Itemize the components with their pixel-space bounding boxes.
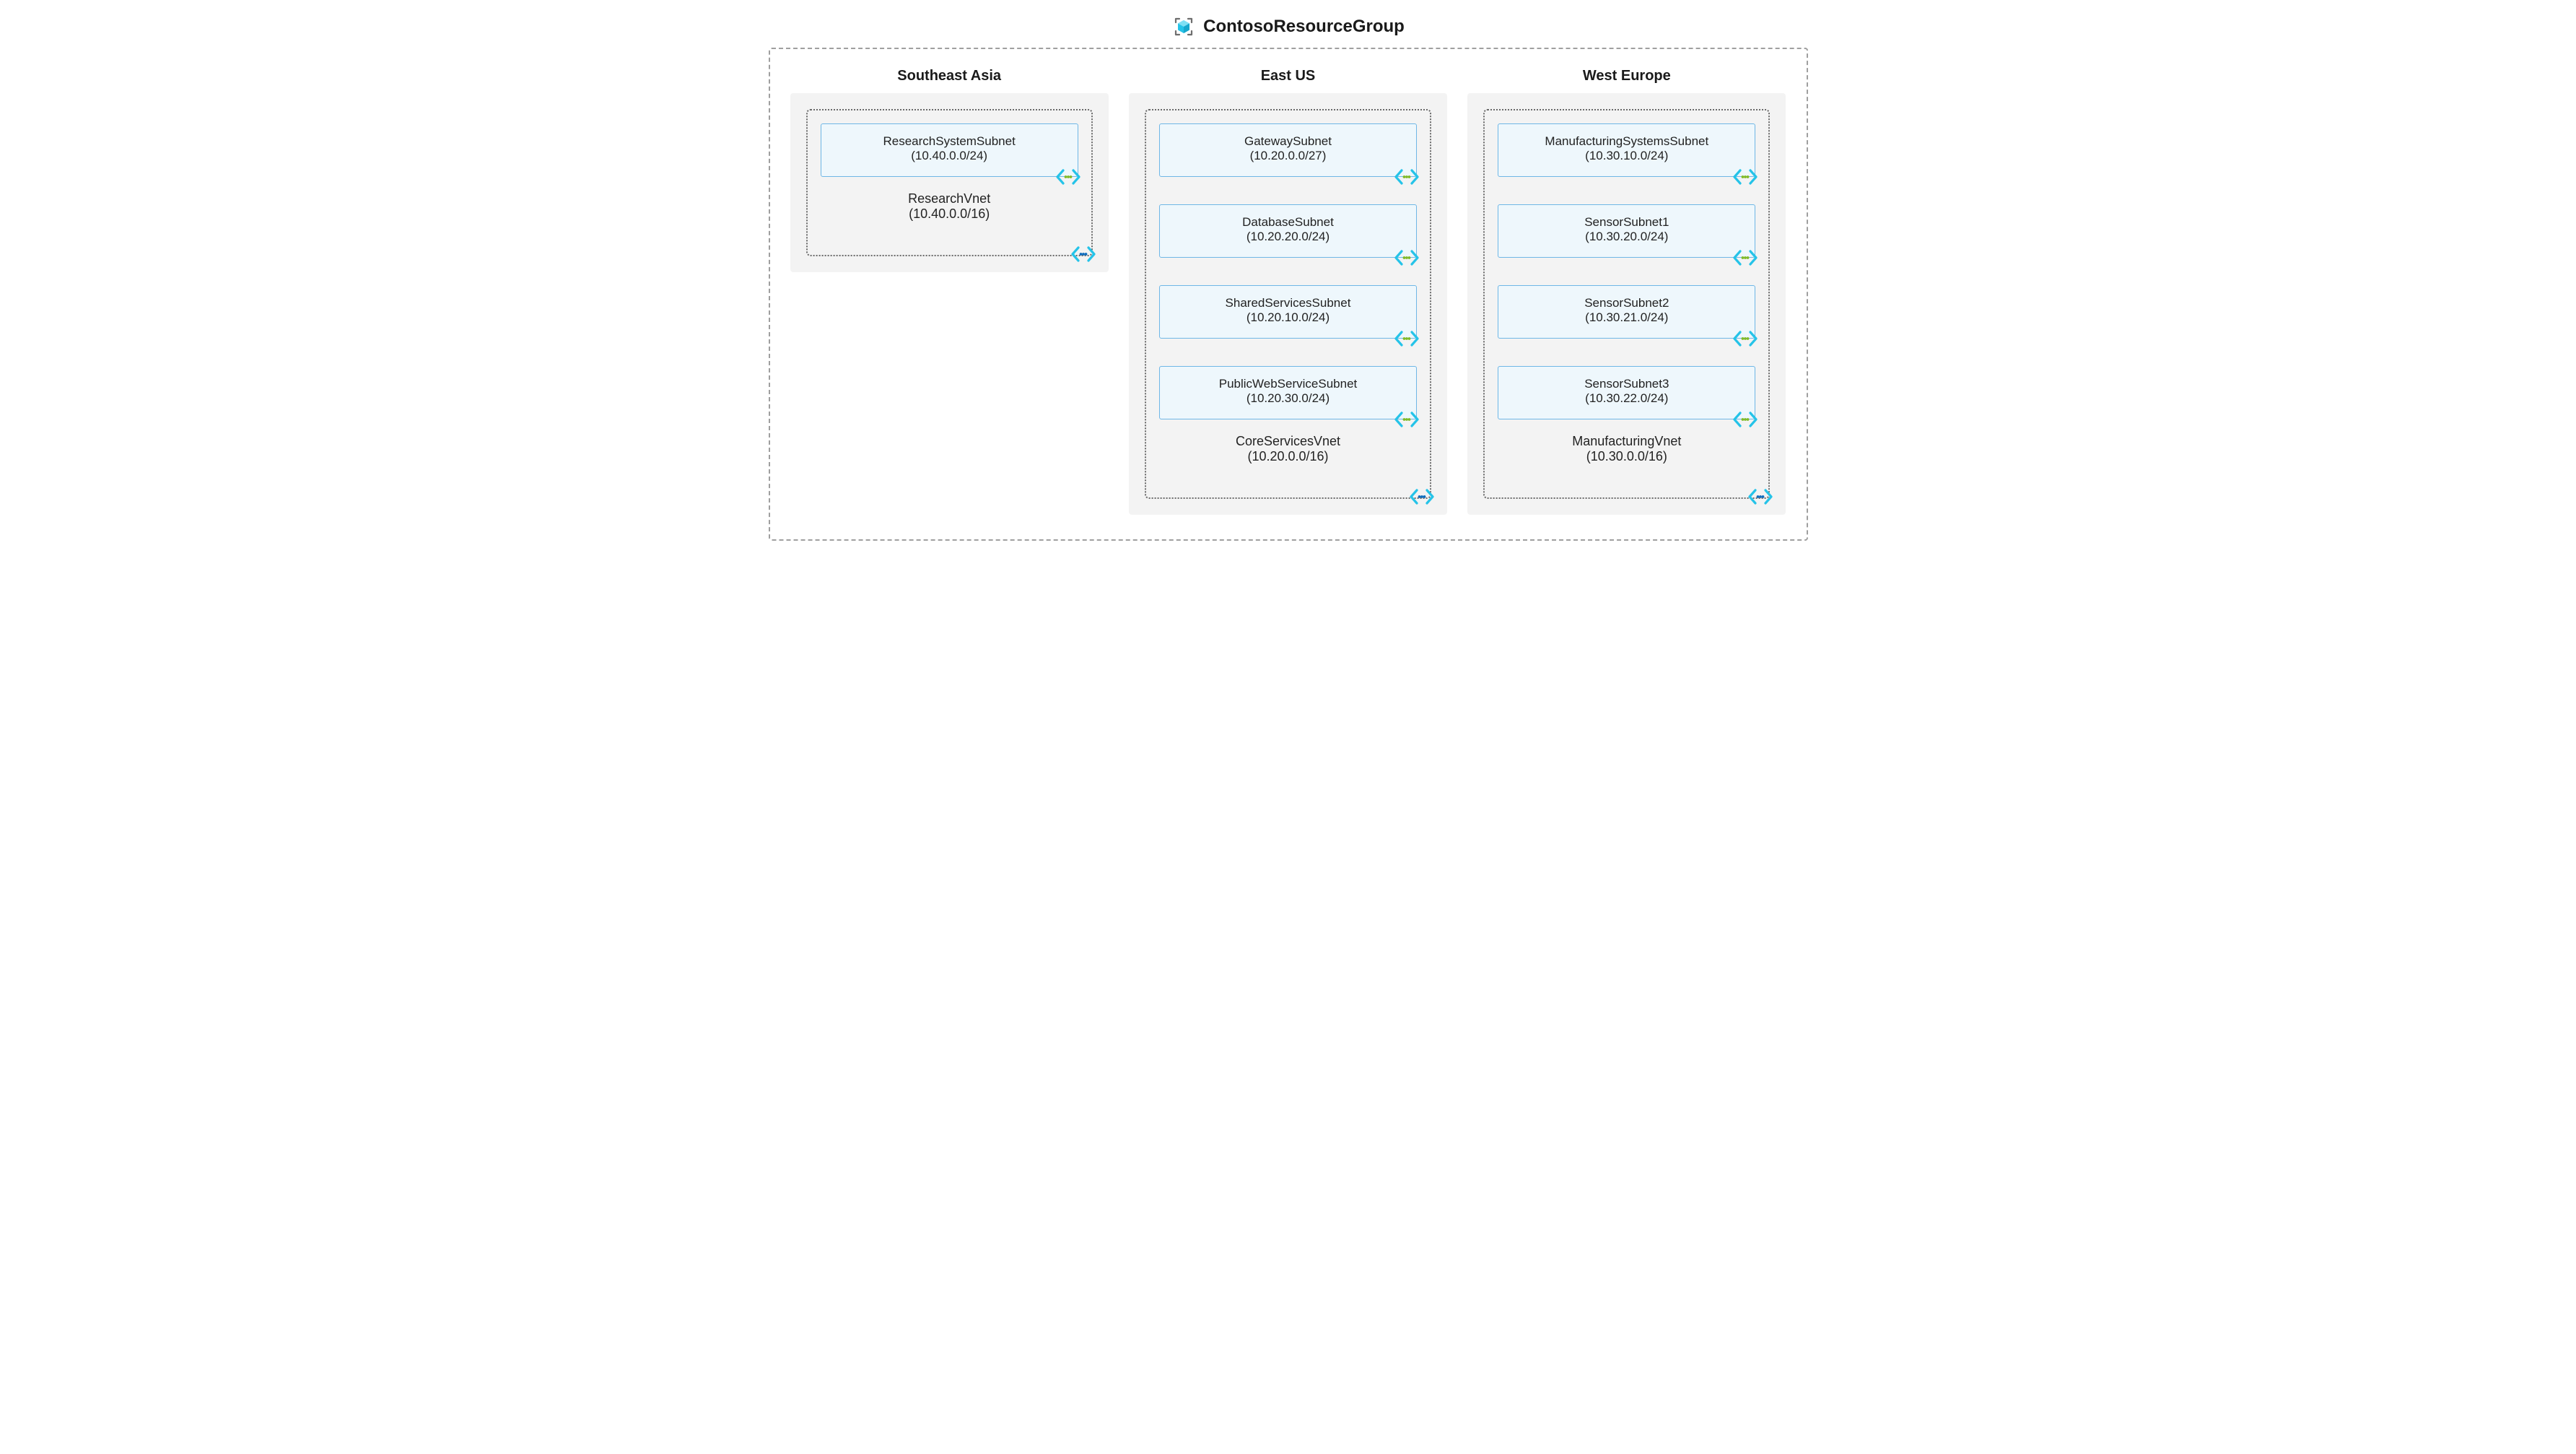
subnet-name: PublicWebServiceSubnet [1167, 377, 1409, 391]
subnet-cidr: (10.30.20.0/24) [1506, 230, 1747, 244]
subnet-cidr: (10.40.0.0/24) [829, 149, 1070, 163]
vnet-name: ResearchVnet [821, 191, 1078, 206]
region-panel: GatewaySubnet (10.20.0.0/27) [1129, 93, 1447, 515]
subnet-sensor-3: SensorSubnet3 (10.30.22.0/24) [1498, 366, 1755, 419]
region-panel: ResearchSystemSubnet (10.40.0.0/24) [790, 93, 1109, 272]
subnet-icon [1732, 167, 1759, 186]
subnet-name: DatabaseSubnet [1167, 215, 1409, 230]
resource-group-box: Southeast Asia ResearchSystemSubnet (10.… [769, 48, 1808, 541]
vnet-label: ManufacturingVnet (10.30.0.0/16) [1498, 434, 1755, 464]
subnet-database: DatabaseSubnet (10.20.20.0/24) [1159, 204, 1417, 258]
subnet-public-web-service: PublicWebServiceSubnet (10.20.30.0/24) [1159, 366, 1417, 419]
diagram: ContosoResourceGroup Southeast Asia Rese… [769, 14, 1808, 541]
subnet-gateway: GatewaySubnet (10.20.0.0/27) [1159, 123, 1417, 177]
subnet-name: ResearchSystemSubnet [829, 134, 1070, 149]
vnet-research: ResearchSystemSubnet (10.40.0.0/24) [806, 109, 1093, 256]
region-title: Southeast Asia [790, 68, 1109, 84]
subnet-cidr: (10.20.20.0/24) [1167, 230, 1409, 244]
vnet-core-services: GatewaySubnet (10.20.0.0/27) [1145, 109, 1431, 499]
subnet-name: SensorSubnet3 [1506, 377, 1747, 391]
region-west-europe: West Europe ManufacturingSystemsSubnet (… [1467, 64, 1786, 515]
vnet-manufacturing: ManufacturingSystemsSubnet (10.30.10.0/2… [1483, 109, 1770, 499]
vnet-icon [1747, 487, 1774, 506]
resource-group-title: ContosoResourceGroup [1203, 17, 1405, 37]
region-east-us: East US GatewaySubnet (10.20.0.0/27) [1129, 64, 1447, 515]
subnet-icon [1055, 167, 1082, 186]
subnet-cidr: (10.30.21.0/24) [1506, 310, 1747, 325]
subnet-icon [1393, 167, 1420, 186]
vnet-icon [1070, 245, 1097, 264]
subnet-list: ManufacturingSystemsSubnet (10.30.10.0/2… [1498, 123, 1755, 419]
subnet-cidr: (10.20.30.0/24) [1167, 391, 1409, 406]
resource-group-header: ContosoResourceGroup [769, 14, 1808, 39]
subnet-icon [1393, 248, 1420, 267]
regions-row: Southeast Asia ResearchSystemSubnet (10.… [790, 64, 1786, 515]
subnet-name: SensorSubnet2 [1506, 296, 1747, 310]
vnet-label: ResearchVnet (10.40.0.0/16) [821, 191, 1078, 222]
region-southeast-asia: Southeast Asia ResearchSystemSubnet (10.… [790, 64, 1109, 272]
region-title: East US [1129, 68, 1447, 84]
subnet-research-system: ResearchSystemSubnet (10.40.0.0/24) [821, 123, 1078, 177]
vnet-name: CoreServicesVnet [1159, 434, 1417, 449]
subnet-icon [1732, 410, 1759, 429]
subnet-name: SensorSubnet1 [1506, 215, 1747, 230]
vnet-cidr: (10.30.0.0/16) [1498, 449, 1755, 464]
subnet-sensor-2: SensorSubnet2 (10.30.21.0/24) [1498, 285, 1755, 339]
subnet-manufacturing-systems: ManufacturingSystemsSubnet (10.30.10.0/2… [1498, 123, 1755, 177]
vnet-cidr: (10.40.0.0/16) [821, 206, 1078, 222]
vnet-cidr: (10.20.0.0/16) [1159, 449, 1417, 464]
subnet-sensor-1: SensorSubnet1 (10.30.20.0/24) [1498, 204, 1755, 258]
subnet-cidr: (10.30.22.0/24) [1506, 391, 1747, 406]
subnet-list: GatewaySubnet (10.20.0.0/27) [1159, 123, 1417, 419]
vnet-icon [1408, 487, 1436, 506]
resource-group-icon [1171, 14, 1196, 39]
subnet-icon [1732, 329, 1759, 348]
subnet-cidr: (10.30.10.0/24) [1506, 149, 1747, 163]
subnet-name: GatewaySubnet [1167, 134, 1409, 149]
subnet-icon [1393, 329, 1420, 348]
vnet-label: CoreServicesVnet (10.20.0.0/16) [1159, 434, 1417, 464]
subnet-icon [1732, 248, 1759, 267]
region-panel: ManufacturingSystemsSubnet (10.30.10.0/2… [1467, 93, 1786, 515]
subnet-icon [1393, 410, 1420, 429]
subnet-name: SharedServicesSubnet [1167, 296, 1409, 310]
subnet-cidr: (10.20.0.0/27) [1167, 149, 1409, 163]
subnet-name: ManufacturingSystemsSubnet [1506, 134, 1747, 149]
subnet-list: ResearchSystemSubnet (10.40.0.0/24) [821, 123, 1078, 177]
region-title: West Europe [1467, 68, 1786, 84]
subnet-cidr: (10.20.10.0/24) [1167, 310, 1409, 325]
subnet-shared-services: SharedServicesSubnet (10.20.10.0/24) [1159, 285, 1417, 339]
vnet-name: ManufacturingVnet [1498, 434, 1755, 449]
